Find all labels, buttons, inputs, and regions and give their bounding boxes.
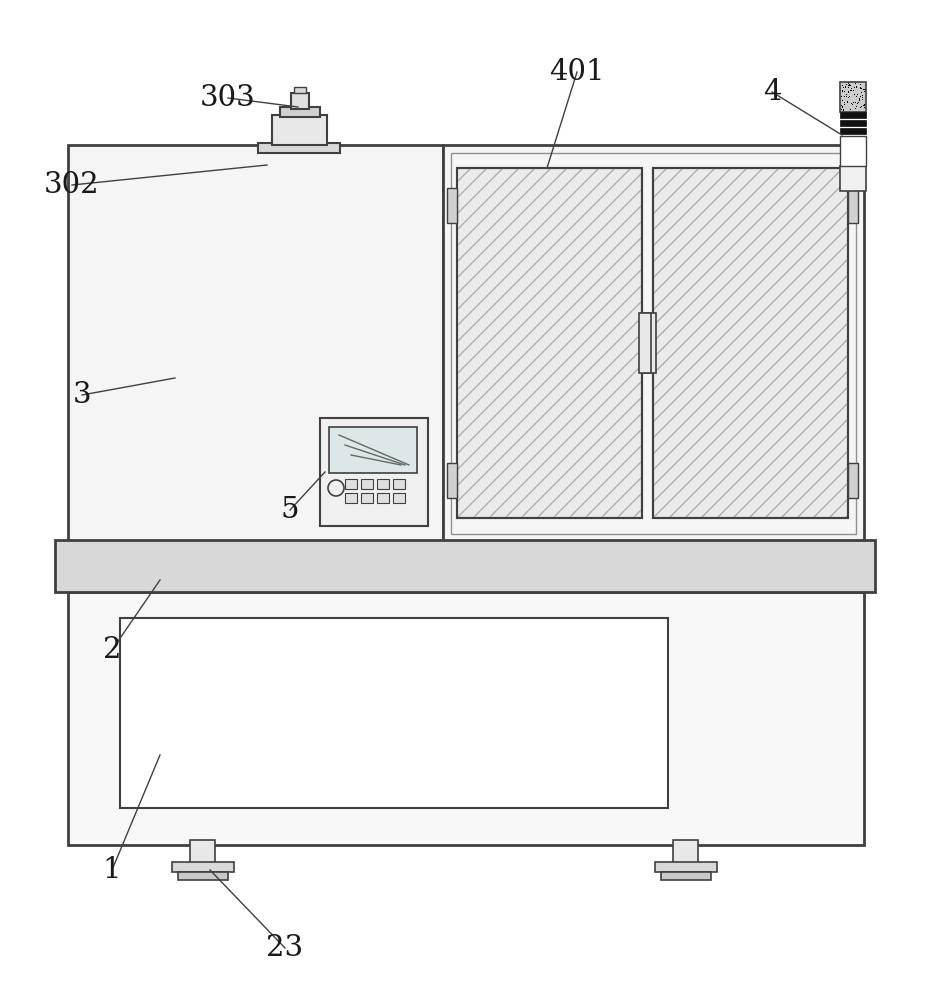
Bar — [839, 112, 865, 118]
Bar — [456, 168, 641, 518]
Bar — [447, 188, 456, 223]
Bar — [672, 840, 697, 868]
Bar — [839, 82, 865, 112]
Bar — [329, 427, 416, 473]
Bar — [847, 463, 857, 498]
Bar — [456, 168, 641, 518]
Bar — [442, 145, 863, 542]
Bar — [376, 479, 388, 489]
Text: 5: 5 — [281, 496, 298, 524]
Bar — [392, 479, 404, 489]
Bar — [451, 153, 855, 534]
Bar — [839, 128, 865, 134]
Bar — [643, 313, 655, 373]
Bar — [280, 107, 320, 117]
Bar — [320, 418, 427, 526]
Bar — [120, 618, 667, 808]
Bar — [660, 872, 710, 880]
Bar — [171, 862, 234, 872]
Bar — [291, 93, 309, 109]
Bar — [361, 479, 373, 489]
Bar — [839, 136, 865, 166]
Bar — [392, 493, 404, 503]
Bar — [654, 862, 717, 872]
Bar — [68, 592, 863, 845]
Bar — [653, 168, 847, 518]
Bar — [178, 872, 228, 880]
Text: 302: 302 — [44, 171, 100, 199]
Text: 1: 1 — [103, 856, 121, 884]
Text: 23: 23 — [266, 934, 303, 962]
Bar — [55, 540, 874, 592]
Bar — [190, 840, 215, 868]
Bar — [639, 313, 651, 373]
Text: 3: 3 — [72, 381, 91, 409]
Bar — [839, 120, 865, 126]
Bar — [272, 115, 326, 145]
Bar — [653, 168, 847, 518]
Bar — [839, 166, 865, 191]
Text: 4: 4 — [762, 78, 781, 106]
Bar — [294, 87, 306, 93]
Bar — [376, 493, 388, 503]
Bar — [847, 188, 857, 223]
Text: 401: 401 — [549, 58, 604, 86]
Bar — [447, 463, 456, 498]
Text: 303: 303 — [200, 84, 256, 112]
Bar — [68, 145, 442, 542]
Bar — [361, 493, 373, 503]
Bar — [345, 479, 357, 489]
Text: 2: 2 — [103, 636, 121, 664]
Bar — [258, 143, 339, 153]
Bar — [345, 493, 357, 503]
